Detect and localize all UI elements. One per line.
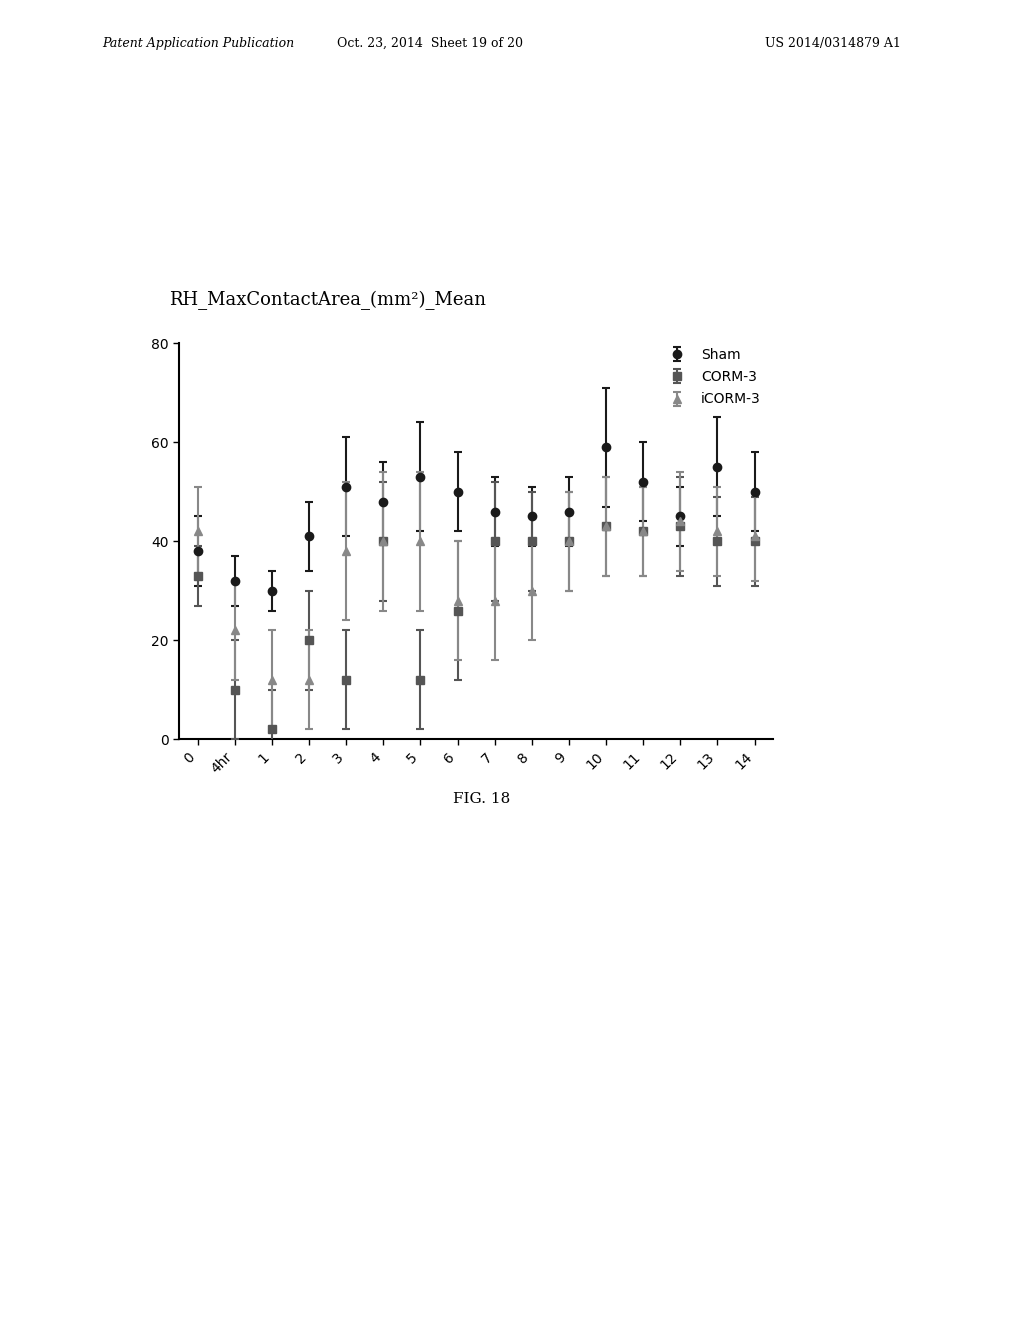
Text: Oct. 23, 2014  Sheet 19 of 20: Oct. 23, 2014 Sheet 19 of 20 bbox=[337, 37, 523, 50]
Text: US 2014/0314879 A1: US 2014/0314879 A1 bbox=[765, 37, 901, 50]
Text: Patent Application Publication: Patent Application Publication bbox=[102, 37, 295, 50]
Text: RH_MaxContactArea_(mm²)_Mean: RH_MaxContactArea_(mm²)_Mean bbox=[169, 290, 486, 310]
Legend: Sham, CORM-3, iCORM-3: Sham, CORM-3, iCORM-3 bbox=[653, 342, 766, 412]
Text: FIG. 18: FIG. 18 bbox=[453, 792, 510, 807]
